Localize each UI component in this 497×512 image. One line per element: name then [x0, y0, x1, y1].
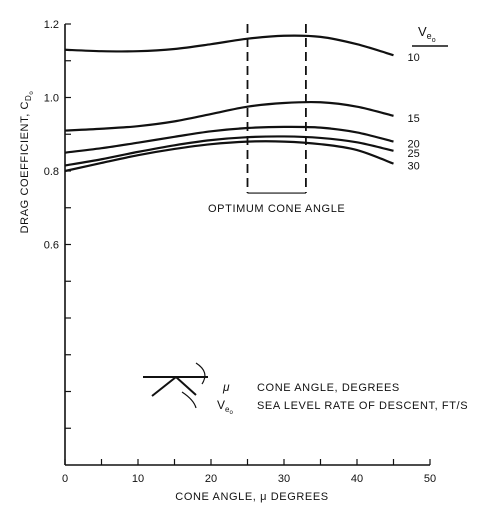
key-mu-symbol: μ — [222, 380, 230, 394]
svg-text:Veo: Veo — [418, 24, 436, 44]
symbol-key: μ CONE ANGLE, DEGREES Veo SEA LEVEL RATE… — [143, 362, 468, 416]
y-tick-label: 1.2 — [44, 19, 59, 31]
x-axis-label: CONE ANGLE, μ DEGREES — [175, 491, 328, 503]
key-descent-arc — [181, 391, 197, 409]
y-axis-label-main: DRAG COEFFICIENT, C — [19, 101, 31, 233]
key-cone-right — [175, 376, 197, 396]
key-cone-left — [151, 376, 177, 397]
key-v-sub: e — [225, 405, 230, 414]
x-tick-label: 0 — [62, 473, 68, 485]
curve-ve-25 — [64, 135, 394, 167]
key-v-symbol: V — [217, 398, 225, 412]
optimum-cone-angle-marker: OPTIMUM CONE ANGLE — [208, 24, 345, 215]
legend-header-subsub: o — [432, 37, 436, 44]
series-curves — [64, 34, 394, 173]
y-tick-label: 0.6 — [44, 240, 59, 252]
optimum-label: OPTIMUM CONE ANGLE — [208, 203, 345, 215]
svg-text:DRAG COEFFICIENT, CDo: DRAG COEFFICIENT, CDo — [19, 91, 35, 234]
series-label-25: 25 — [408, 148, 420, 160]
svg-text:Veo: Veo — [217, 398, 233, 416]
key-v-text: SEA LEVEL RATE OF DESCENT, FT/S — [257, 400, 468, 412]
x-tick-label: 20 — [205, 473, 217, 485]
x-tick-label: 40 — [351, 473, 363, 485]
legend-header-sub: e — [427, 31, 432, 41]
legend-header-v: V — [418, 24, 427, 39]
legend-header: Veo — [412, 24, 448, 47]
curve-ve-20 — [64, 125, 394, 154]
y-tick-label: 0.8 — [44, 166, 59, 178]
key-mu-text: CONE ANGLE, DEGREES — [257, 382, 400, 394]
curve-ve-30 — [64, 140, 394, 173]
tick-marks — [64, 23, 431, 465]
y-axis-label-sub: D — [24, 95, 33, 101]
tick-labels: 0 10 20 30 40 50 0.6 0.8 1.0 1.2 — [44, 19, 436, 485]
series-label-15: 15 — [408, 113, 420, 125]
series-label-10: 10 — [408, 52, 420, 64]
y-axis-label-subsub: o — [29, 91, 35, 95]
x-tick-label: 10 — [132, 473, 144, 485]
y-tick-label: 1.0 — [44, 93, 59, 105]
key-angle-arc — [195, 362, 206, 385]
series-label-20: 20 — [408, 139, 420, 151]
x-tick-label: 50 — [424, 473, 436, 485]
key-v-subsub: o — [229, 410, 233, 416]
curve-ve-10 — [64, 34, 394, 57]
y-axis-label: DRAG COEFFICIENT, CDo — [19, 91, 35, 234]
x-tick-label: 30 — [278, 473, 290, 485]
curve-ve-15 — [64, 100, 394, 132]
series-label-30: 30 — [408, 161, 420, 173]
